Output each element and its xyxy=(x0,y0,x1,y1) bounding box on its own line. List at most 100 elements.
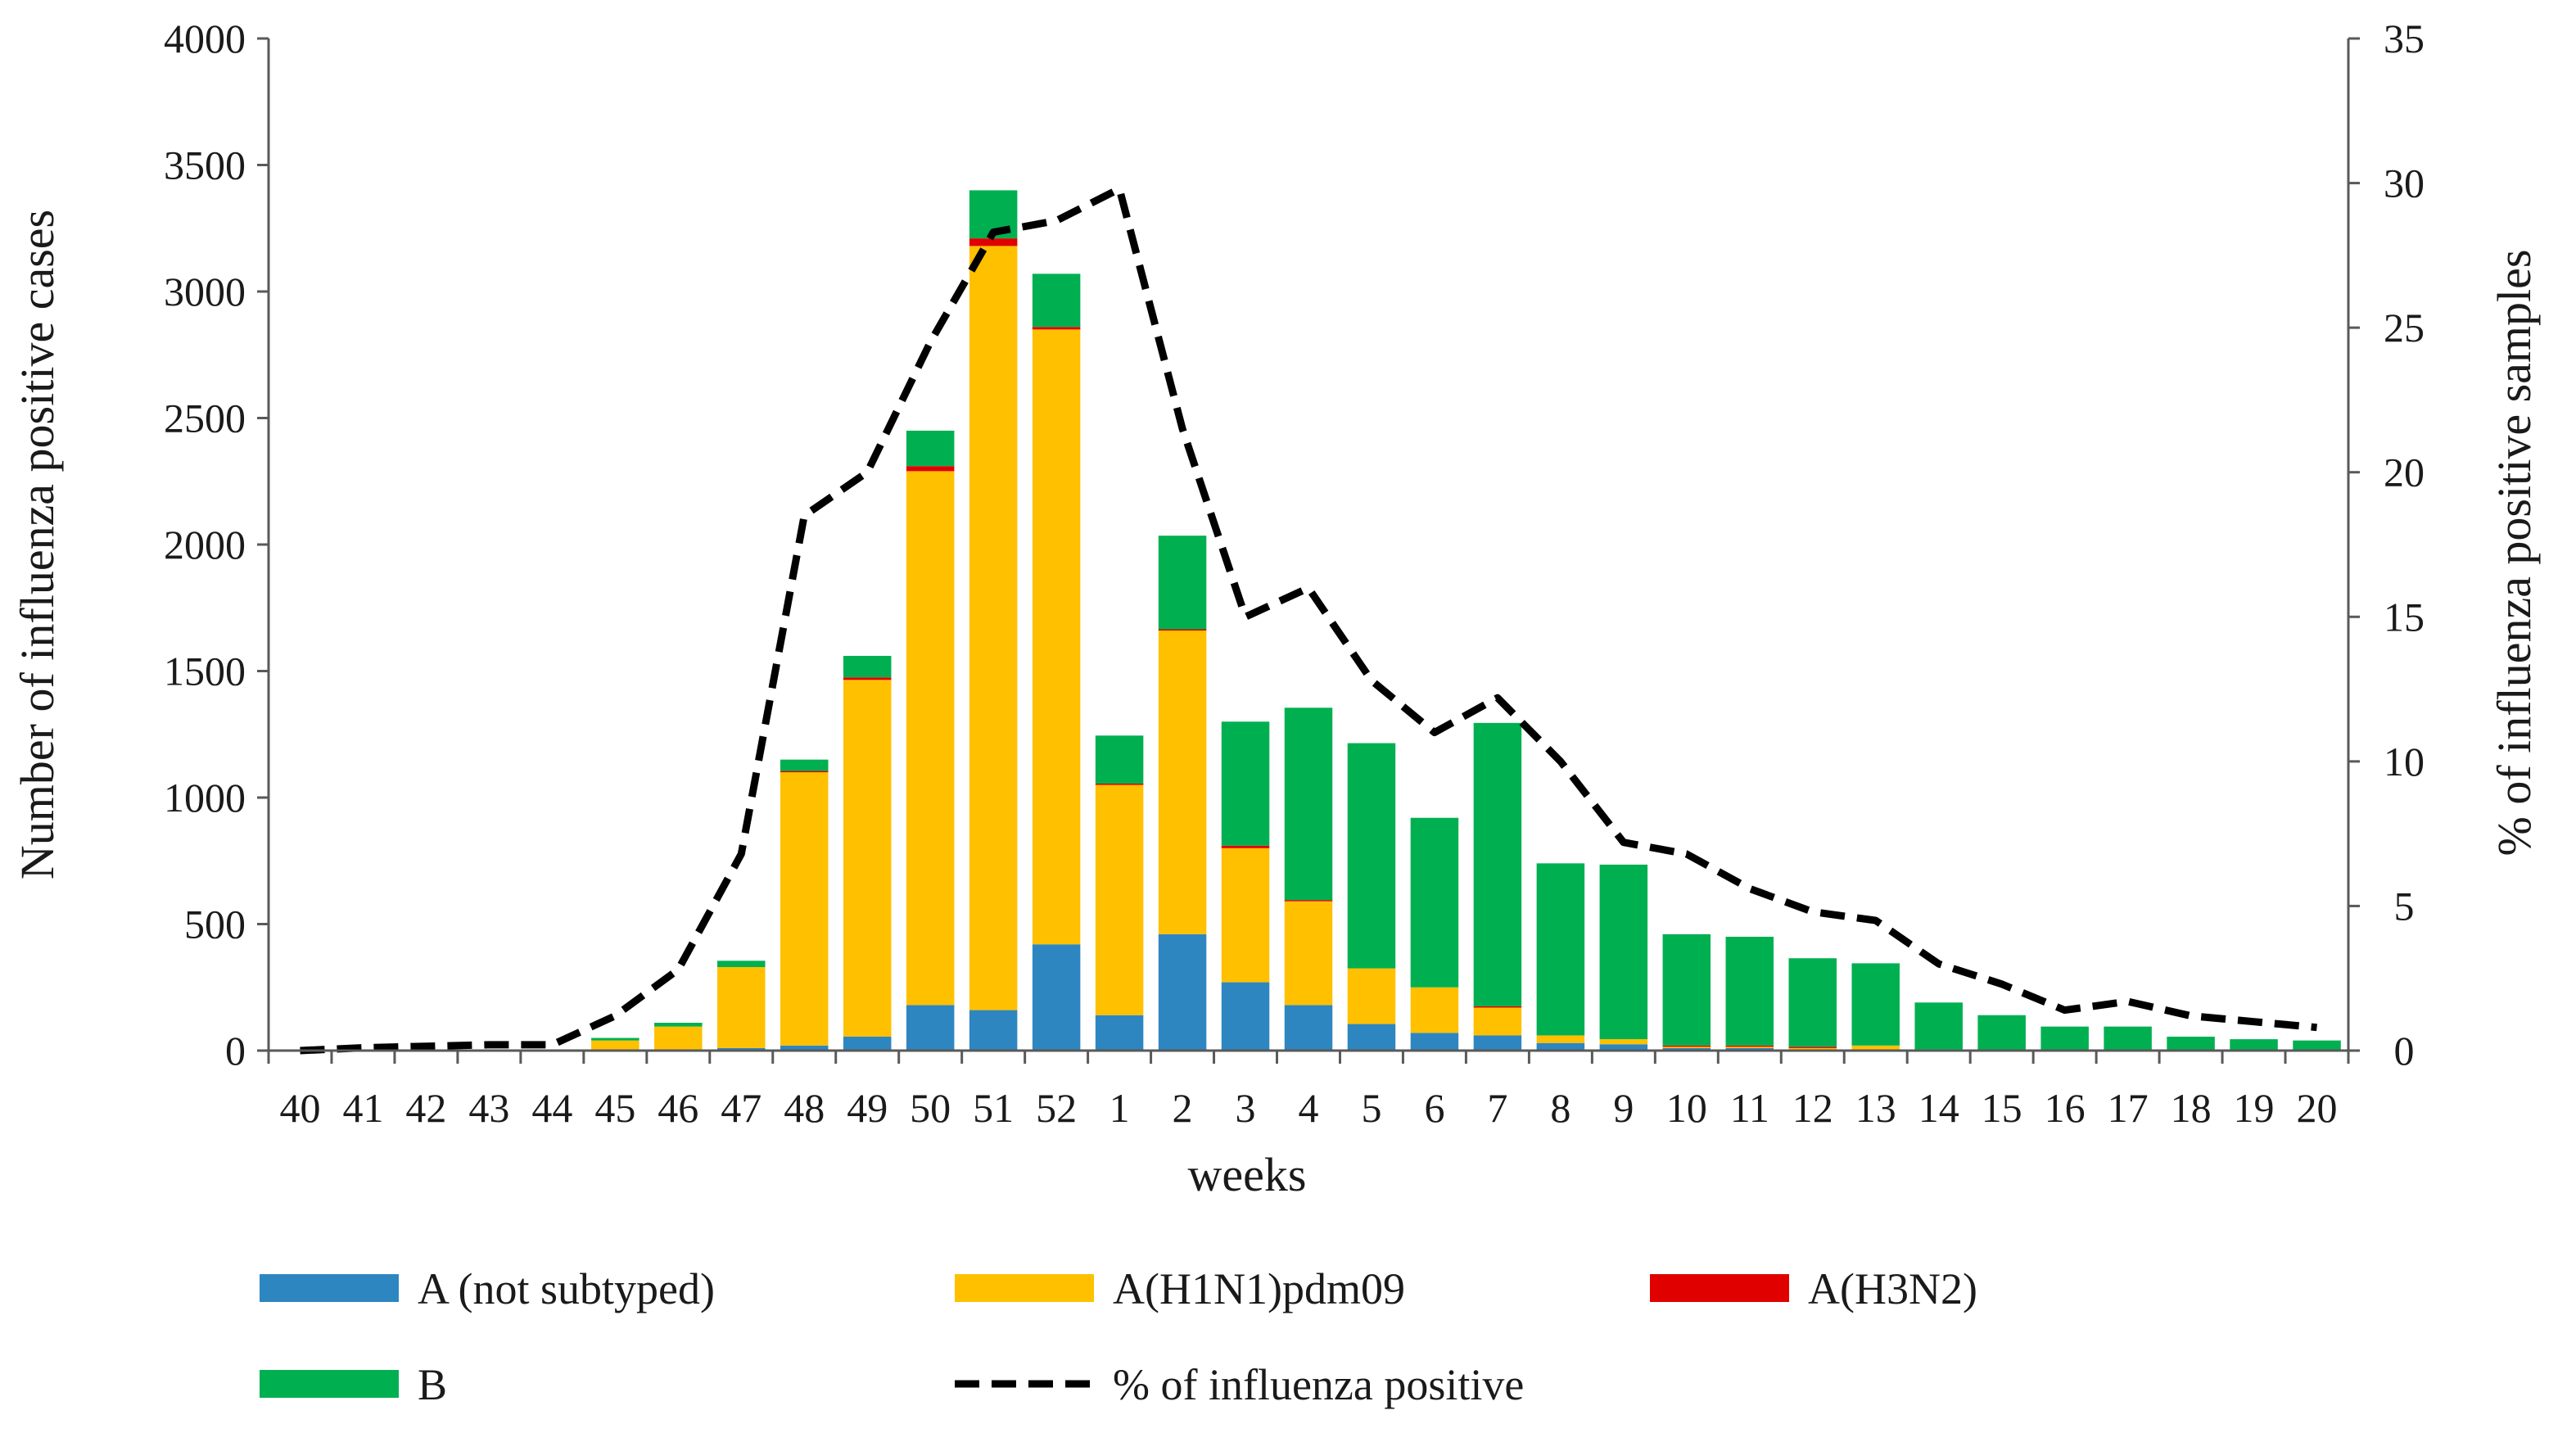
bar-a-not-subtyped--week-3 xyxy=(1221,982,1270,1051)
bar-a-h1n1-pdm09-week-9 xyxy=(1599,1039,1648,1045)
x-tick-label: 43 xyxy=(468,1085,509,1131)
bar-b-week-12 xyxy=(1788,958,1837,1047)
y2-axis-title: % of influenza positive samples xyxy=(2488,250,2541,857)
x-tick-label: 9 xyxy=(1613,1085,1634,1131)
bar-a-not-subtyped--week-48 xyxy=(780,1045,829,1051)
y-tick-label: 3000 xyxy=(164,269,246,314)
bar-a-h1n1-pdm09-week-49 xyxy=(843,680,892,1037)
bar-b-week-13 xyxy=(1851,963,1900,1046)
x-tick-label: 10 xyxy=(1666,1085,1707,1131)
x-tick-label: 16 xyxy=(2045,1085,2086,1131)
line-layer xyxy=(300,185,2317,1055)
bar-a-h3n2--week-2 xyxy=(1158,629,1207,631)
y2-tick-label: 5 xyxy=(2394,883,2415,929)
bar-a-not-subtyped--week-9 xyxy=(1599,1044,1648,1051)
bar-a-h1n1-pdm09-week-3 xyxy=(1221,848,1270,983)
x-tick-label: 13 xyxy=(1855,1085,1896,1131)
bar-a-h1n1-pdm09-week-2 xyxy=(1158,631,1207,934)
bar-a-not-subtyped--week-1 xyxy=(1095,1015,1144,1051)
bar-a-h3n2--week-11 xyxy=(1725,1045,1774,1047)
bar-a-h1n1-pdm09-week-50 xyxy=(906,471,955,1006)
bar-a-h1n1-pdm09-week-46 xyxy=(654,1026,703,1050)
bar-a-not-subtyped--week-51 xyxy=(969,1010,1018,1051)
legend-label-a-not-subtyped: A (not subtyped) xyxy=(418,1264,715,1313)
legend: A (not subtyped) A(H1N1)pdm09 A(H3N2) B % of… xyxy=(260,1264,1977,1409)
y2-tick-label: 0 xyxy=(2394,1028,2415,1074)
y-tick-label: 3500 xyxy=(164,142,246,188)
bar-a-not-subtyped--week-7 xyxy=(1473,1035,1522,1051)
x-tick-label: 17 xyxy=(2108,1085,2149,1131)
x-tick-label: 49 xyxy=(847,1085,888,1131)
y-tick-label: 1000 xyxy=(164,775,246,820)
bar-b-week-20 xyxy=(2293,1040,2341,1051)
legend-label-a-h3n2: A(H3N2) xyxy=(1808,1264,1977,1313)
x-tick-label: 45 xyxy=(594,1085,635,1131)
bar-a-h3n2--week-4 xyxy=(1284,900,1333,902)
bar-b-week-5 xyxy=(1347,743,1396,969)
bar-a-not-subtyped--week-8 xyxy=(1536,1042,1585,1051)
bar-a-h1n1-pdm09-week-1 xyxy=(1095,784,1144,1015)
legend-label-b: B xyxy=(418,1360,447,1409)
y-tick-label: 4000 xyxy=(164,16,246,61)
bar-b-week-2 xyxy=(1158,536,1207,630)
bar-a-h3n2--week-48 xyxy=(780,771,829,773)
bar-a-not-subtyped--week-6 xyxy=(1410,1033,1459,1051)
bar-b-week-4 xyxy=(1284,707,1333,901)
legend-label-a-h1n1-pdm09: A(H1N1)pdm09 xyxy=(1113,1264,1405,1313)
bar-a-h3n2--week-7 xyxy=(1473,1006,1522,1008)
x-tick-label: 46 xyxy=(658,1085,698,1131)
bar-b-week-9 xyxy=(1599,864,1648,1040)
x-tick-label: 52 xyxy=(1036,1085,1077,1131)
x-tick-label: 51 xyxy=(973,1085,1014,1131)
bar-a-h1n1-pdm09-week-48 xyxy=(780,772,829,1046)
y2-tick-label: 25 xyxy=(2384,305,2425,350)
bars-layer xyxy=(591,190,2341,1051)
bar-b-week-1 xyxy=(1095,735,1144,784)
bar-a-h1n1-pdm09-week-10 xyxy=(1662,1046,1711,1048)
y2-tick-label: 15 xyxy=(2384,594,2425,640)
bar-b-week-10 xyxy=(1662,933,1711,1046)
bar-b-week-6 xyxy=(1410,817,1459,988)
axes-layer: 0500100015002000250030003500400005101520… xyxy=(11,16,2541,1201)
bar-b-week-52 xyxy=(1032,273,1081,328)
bar-a-h1n1-pdm09-week-12 xyxy=(1788,1047,1837,1050)
x-tick-label: 47 xyxy=(721,1085,762,1131)
bar-a-not-subtyped--week-50 xyxy=(906,1005,955,1051)
legend-swatch-a-h3n2 xyxy=(1650,1274,1789,1302)
x-tick-label: 6 xyxy=(1424,1085,1444,1131)
bar-a-not-subtyped--week-47 xyxy=(717,1047,766,1051)
x-tick-label: 18 xyxy=(2171,1085,2212,1131)
y-tick-label: 1500 xyxy=(164,649,246,694)
bar-a-h1n1-pdm09-week-8 xyxy=(1536,1035,1585,1043)
bar-a-not-subtyped--week-49 xyxy=(843,1037,892,1051)
bar-a-h1n1-pdm09-week-45 xyxy=(591,1040,639,1050)
x-tick-label: 41 xyxy=(342,1085,383,1131)
bar-a-h1n1-pdm09-week-52 xyxy=(1032,329,1081,945)
x-tick-label: 4 xyxy=(1299,1085,1319,1131)
x-tick-label: 3 xyxy=(1236,1085,1256,1131)
bar-a-h3n2--week-52 xyxy=(1032,327,1081,330)
x-tick-label: 48 xyxy=(784,1085,825,1131)
bar-a-h3n2--week-3 xyxy=(1221,845,1270,848)
bar-a-not-subtyped--week-4 xyxy=(1284,1005,1333,1051)
x-tick-label: 20 xyxy=(2297,1085,2338,1131)
bar-b-week-46 xyxy=(654,1023,703,1027)
y-axis-title: Number of influenza positive cases xyxy=(11,210,64,879)
bar-a-not-subtyped--week-5 xyxy=(1347,1024,1396,1051)
bar-a-h1n1-pdm09-week-6 xyxy=(1410,987,1459,1033)
bar-a-h3n2--week-1 xyxy=(1095,784,1144,785)
y-tick-label: 500 xyxy=(184,902,246,947)
bar-a-h1n1-pdm09-week-7 xyxy=(1473,1007,1522,1036)
bar-b-week-50 xyxy=(906,430,955,467)
x-axis-title: weeks xyxy=(1188,1148,1307,1201)
bar-b-week-11 xyxy=(1725,936,1774,1046)
bar-b-week-47 xyxy=(717,961,766,968)
bar-a-not-subtyped--week-10 xyxy=(1662,1047,1711,1051)
bar-b-week-48 xyxy=(780,759,829,771)
x-tick-label: 12 xyxy=(1792,1085,1833,1131)
bar-a-h3n2--week-50 xyxy=(906,466,955,472)
x-tick-label: 44 xyxy=(531,1085,572,1131)
x-tick-label: 8 xyxy=(1550,1085,1570,1131)
